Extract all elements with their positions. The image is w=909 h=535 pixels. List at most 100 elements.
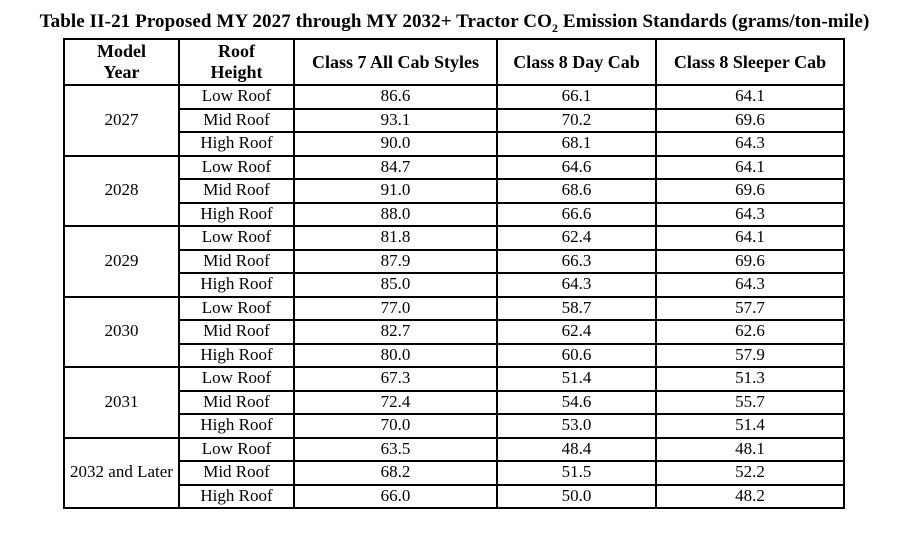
roof-height-cell: Low Roof <box>178 295 295 321</box>
table-row: 2029 Low Roof 81.8 62.4 64.1 <box>63 225 845 298</box>
class7-value: 70.0 <box>293 413 498 439</box>
class8-sleeper-value: 51.4 <box>655 413 845 439</box>
table-row: 2032 and Later Low Roof 63.5 48.4 48.1 <box>63 436 845 509</box>
class8-sleeper-value: 57.9 <box>655 342 845 368</box>
class8-sleeper-value: 52.2 <box>655 460 845 486</box>
class7-value: 85.0 <box>293 272 498 298</box>
table-row: Mid Roof 87.9 66.3 69.6 <box>64 248 845 274</box>
class8-day-value: 62.4 <box>496 225 657 251</box>
table-title: Table II-21 Proposed MY 2027 through MY … <box>0 0 909 35</box>
roof-height-cell: Low Roof <box>178 84 295 110</box>
class8-sleeper-value: 69.6 <box>655 107 845 133</box>
class8-sleeper-value: 69.6 <box>655 178 845 204</box>
roof-height-cell: Low Roof <box>178 225 295 251</box>
class8-sleeper-value: 64.1 <box>655 154 845 180</box>
roof-height-cell: Mid Roof <box>178 248 295 274</box>
header-model-year: Model Year <box>63 38 180 86</box>
class8-day-value: 64.6 <box>496 154 657 180</box>
table-row: High Roof 80.0 60.6 57.9 <box>64 342 845 368</box>
model-year-cell: 2027 <box>63 84 180 157</box>
class7-value: 77.0 <box>293 295 498 321</box>
table-row: Mid Roof 91.0 68.6 69.6 <box>64 178 845 204</box>
model-year-cell: 2031 <box>63 366 180 439</box>
class8-day-value: 48.4 <box>496 436 657 462</box>
roof-height-cell: High Roof <box>178 483 295 509</box>
class8-day-value: 68.1 <box>496 131 657 157</box>
header-row: Model Year Roof Height Class 7 All Cab S… <box>63 38 845 86</box>
class8-day-value: 68.6 <box>496 178 657 204</box>
class8-day-value: 50.0 <box>496 483 657 509</box>
class7-value: 72.4 <box>293 389 498 415</box>
table-row: Mid Roof 82.7 62.4 62.6 <box>64 319 845 345</box>
class7-value: 68.2 <box>293 460 498 486</box>
roof-height-cell: Low Roof <box>178 154 295 180</box>
model-year-cell: 2028 <box>63 154 180 227</box>
roof-height-cell: Low Roof <box>178 436 295 462</box>
table-header: Model Year Roof Height Class 7 All Cab S… <box>63 38 845 86</box>
class7-value: 88.0 <box>293 201 498 227</box>
table-title-text: Table II-21 Proposed MY 2027 through MY … <box>39 11 552 32</box>
class8-day-value: 60.6 <box>496 342 657 368</box>
class8-day-value: 66.6 <box>496 201 657 227</box>
class8-sleeper-value: 64.3 <box>655 272 845 298</box>
class8-day-value: 62.4 <box>496 319 657 345</box>
class8-sleeper-value: 64.1 <box>655 225 845 251</box>
header-class8-sleeper-cab: Class 8 Sleeper Cab <box>655 38 845 86</box>
class8-sleeper-value: 48.2 <box>655 483 845 509</box>
roof-height-cell: Mid Roof <box>178 178 295 204</box>
class7-value: 84.7 <box>293 154 498 180</box>
class7-value: 93.1 <box>293 107 498 133</box>
emission-standards-table: Model Year Roof Height Class 7 All Cab S… <box>63 38 845 509</box>
class8-sleeper-value: 64.1 <box>655 84 845 110</box>
table-row: Mid Roof 68.2 51.5 52.2 <box>64 460 845 486</box>
roof-height-cell: Mid Roof <box>178 107 295 133</box>
co2-subscript: 2 <box>551 20 559 35</box>
model-year-cell: 2030 <box>63 295 180 368</box>
table-row: High Roof 85.0 64.3 64.3 <box>64 272 845 298</box>
table-row: 2031 Low Roof 67.3 51.4 51.3 <box>63 366 845 439</box>
roof-height-cell: Mid Roof <box>178 460 295 486</box>
roof-height-cell: High Roof <box>178 413 295 439</box>
table-row: High Roof 70.0 53.0 51.4 <box>64 413 845 439</box>
class8-sleeper-value: 57.7 <box>655 295 845 321</box>
table-body: 2027 Low Roof 86.6 66.1 64.1 Mid Roof 93… <box>63 84 845 509</box>
roof-height-cell: Mid Roof <box>178 319 295 345</box>
class7-value: 86.6 <box>293 84 498 110</box>
class7-value: 90.0 <box>293 131 498 157</box>
table-row: Mid Roof 72.4 54.6 55.7 <box>64 389 845 415</box>
roof-height-cell: Mid Roof <box>178 389 295 415</box>
class8-day-value: 51.5 <box>496 460 657 486</box>
class7-value: 63.5 <box>293 436 498 462</box>
class8-day-value: 64.3 <box>496 272 657 298</box>
class8-day-value: 70.2 <box>496 107 657 133</box>
table-row: 2027 Low Roof 86.6 66.1 64.1 <box>63 84 845 157</box>
table-row: 2028 Low Roof 84.7 64.6 64.1 <box>63 154 845 227</box>
class7-value: 82.7 <box>293 319 498 345</box>
model-year-cell: 2029 <box>63 225 180 298</box>
roof-height-cell: High Roof <box>178 342 295 368</box>
class8-sleeper-value: 51.3 <box>655 366 845 392</box>
class8-day-value: 58.7 <box>496 295 657 321</box>
class7-value: 80.0 <box>293 342 498 368</box>
class7-value: 67.3 <box>293 366 498 392</box>
class8-sleeper-value: 64.3 <box>655 131 845 157</box>
class8-sleeper-value: 62.6 <box>655 319 845 345</box>
class7-value: 66.0 <box>293 483 498 509</box>
class8-sleeper-value: 64.3 <box>655 201 845 227</box>
class8-sleeper-value: 69.6 <box>655 248 845 274</box>
table-title-suffix: Emission Standards (grams/ton-mile) <box>558 11 870 32</box>
table-row: High Roof 90.0 68.1 64.3 <box>64 131 845 157</box>
class7-value: 91.0 <box>293 178 498 204</box>
class8-day-value: 54.6 <box>496 389 657 415</box>
roof-height-cell: High Roof <box>178 201 295 227</box>
table-row: 2030 Low Roof 77.0 58.7 57.7 <box>63 295 845 368</box>
class7-value: 87.9 <box>293 248 498 274</box>
class7-value: 81.8 <box>293 225 498 251</box>
class8-sleeper-value: 55.7 <box>655 389 845 415</box>
table-row: High Roof 66.0 50.0 48.2 <box>64 483 845 509</box>
model-year-cell: 2032 and Later <box>63 436 180 509</box>
header-class7-all-cab: Class 7 All Cab Styles <box>293 38 498 86</box>
class8-day-value: 51.4 <box>496 366 657 392</box>
roof-height-cell: High Roof <box>178 272 295 298</box>
